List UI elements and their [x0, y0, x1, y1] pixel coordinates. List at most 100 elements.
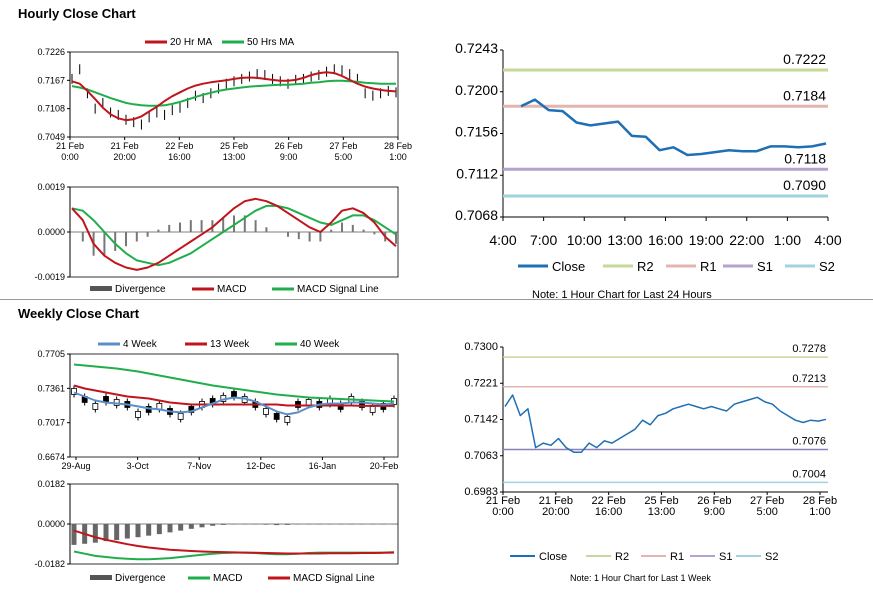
weekhourly-x-tick-label: 27 Feb: [750, 495, 784, 507]
weekly-x-tick-label: 16-Jan: [309, 461, 337, 471]
hourly-price-x-tick-label: 25 Feb: [220, 141, 248, 151]
hourly24-level-label: 0.7118: [784, 150, 826, 166]
hourly24-x-tick-label: 10:00: [567, 232, 602, 248]
weekly-price-y-tick-label: 0.7017: [37, 418, 65, 428]
weekhourly-legend-label: R2: [615, 551, 629, 563]
weekly-candle-body: [284, 416, 291, 423]
weekly-divergence-bar: [135, 524, 141, 538]
weekhourly-legend-label: S1: [719, 551, 732, 563]
hourly-price-x-tick-label: 1:00: [389, 152, 407, 162]
hourly-price-x-tick-label: 28 Feb: [384, 141, 412, 151]
hourly24-x-tick-label: 13:00: [607, 232, 642, 248]
weekly-legend-40w-label: 40 Week: [300, 339, 340, 350]
hourly24-x-tick-label: 22:00: [729, 232, 764, 248]
weekhourly-x-tick-label: 22 Feb: [592, 495, 626, 507]
weekly-price-y-tick-label: 0.7361: [37, 383, 65, 393]
hourly-legend-divergence-label: Divergence: [115, 284, 166, 295]
weekly-divergence-bar: [210, 524, 216, 526]
weekhourly-x-tick-label: 16:00: [595, 506, 623, 518]
weekhourly-x-tick-label: 5:00: [756, 506, 777, 518]
hourly-price-x-tick-label: 0:00: [61, 152, 79, 162]
weekly-legend-divergence-label: Divergence: [115, 573, 166, 584]
weekly-section-title: Weekly Close Chart: [18, 306, 140, 321]
weekhourly-close-line: [504, 394, 827, 453]
weekly-divergence-bar: [71, 524, 77, 545]
hourly-price-x-tick-label: 27 Feb: [329, 141, 357, 151]
hourly-price-y-tick-label: 0.7108: [37, 104, 65, 114]
hourly24-y-tick-label: 0.7068: [455, 207, 498, 223]
weekly-divergence-bar: [242, 524, 248, 525]
weekly-x-tick-label: 3-Oct: [127, 461, 150, 471]
hourly-legend-divergence-swatch: [90, 286, 112, 291]
weekly-divergence-bar: [274, 524, 280, 526]
weekly-candle-body: [135, 411, 141, 418]
hourly-section-title: Hourly Close Chart: [18, 6, 136, 21]
hourly24-y-tick-label: 0.7156: [455, 124, 498, 140]
weekhourly-level-label: 0.7076: [792, 435, 826, 447]
weekly-divergence-bar: [380, 524, 386, 525]
hourly-price-x-tick-label: 22 Feb: [165, 141, 193, 151]
hourly24-legend-label: R2: [637, 259, 654, 274]
weekly-divergence-bar: [338, 524, 344, 525]
weekly-divergence-bar: [252, 524, 258, 525]
hourly24-x-tick-label: 4:00: [814, 232, 841, 248]
hourly24-y-tick-label: 0.7200: [455, 82, 498, 98]
hourly-price-x-tick-label: 21 Feb: [56, 141, 84, 151]
weekly-divergence-bar: [359, 524, 365, 525]
weekly-price-y-tick-label: 0.7705: [37, 349, 65, 359]
hourly-ma50-line: [71, 79, 396, 107]
weekly-candle-body: [369, 406, 376, 413]
weekly-divergence-bar: [220, 524, 226, 525]
weekhourly-level-label: 0.7004: [792, 468, 826, 480]
weekly-price-y-tick-label: 0.6674: [37, 452, 65, 462]
hourly-price-x-tick-label: 26 Feb: [275, 141, 303, 151]
hourly-price-x-tick-label: 16:00: [168, 152, 191, 162]
hourly24-y-tick-label: 0.7112: [456, 165, 498, 181]
weekhourly-legend-label: S2: [765, 551, 778, 563]
weekly-divergence-bar: [188, 524, 194, 529]
hourly24-level-label: 0.7090: [783, 177, 826, 193]
weekhourly-x-tick-label: 0:00: [492, 506, 513, 518]
hourly-price-x-tick-label: 13:00: [223, 152, 246, 162]
weekly-divergence-bar: [316, 524, 322, 525]
hourly-macd-y-tick-label: 0.0000: [37, 227, 65, 237]
hourly-signal-line: [71, 204, 397, 267]
weekhourly-y-tick-label: 0.6983: [464, 486, 498, 498]
weekly-x-tick-label: 20-Feb: [370, 461, 399, 471]
weekhourly-legend-label: R1: [670, 551, 684, 563]
weekly-x-tick-label: 12-Dec: [246, 461, 276, 471]
hourly-price-y-tick-label: 0.7226: [37, 47, 65, 57]
weekly-divergence-bar: [124, 524, 130, 539]
hourly24-legend-label: S2: [819, 259, 835, 274]
weekly-candle-body: [273, 413, 280, 420]
weekly-candle-body: [71, 388, 77, 395]
hourly24-x-tick-label: 16:00: [648, 232, 683, 248]
weekly-divergence-bar: [284, 524, 290, 525]
weekly-legend-divergence-swatch: [90, 575, 112, 580]
weekly-divergence-bar: [295, 524, 301, 525]
weekly-x-tick-label: 7-Nov: [187, 461, 212, 471]
weekly-divergence-bar: [348, 524, 354, 525]
hourly24-level-label: 0.7222: [783, 51, 826, 67]
weekly-candle-body: [295, 401, 301, 408]
weekhourly-x-tick-label: 21 Feb: [539, 495, 573, 507]
weekly-candle-body: [359, 401, 365, 408]
weekly-ma13-line: [73, 384, 394, 407]
weekly-ma4-line: [73, 391, 395, 416]
weekly-divergence-bar: [327, 524, 333, 525]
hourly-price-y-tick-label: 0.7167: [37, 75, 65, 85]
weekhourly-y-tick-label: 0.7142: [464, 414, 498, 426]
hourly-price-y-tick-label: 0.7049: [37, 132, 65, 142]
hourly-price-x-tick-label: 9:00: [280, 152, 298, 162]
weekly-legend-signal-label: MACD Signal Line: [293, 573, 375, 584]
hourly-macd-line: [71, 197, 397, 271]
hourly24-x-tick-label: 19:00: [689, 232, 724, 248]
hourly24-close-line: [520, 98, 827, 157]
weekly-candle-body: [177, 413, 184, 420]
weekly-legend-13w-label: 13 Week: [210, 339, 250, 350]
weekhourly-y-tick-label: 0.7063: [464, 450, 498, 462]
section-divider: [0, 299, 873, 300]
hourly24-x-tick-label: 7:00: [530, 232, 557, 248]
weekhourly-legend-label: Close: [539, 551, 567, 563]
